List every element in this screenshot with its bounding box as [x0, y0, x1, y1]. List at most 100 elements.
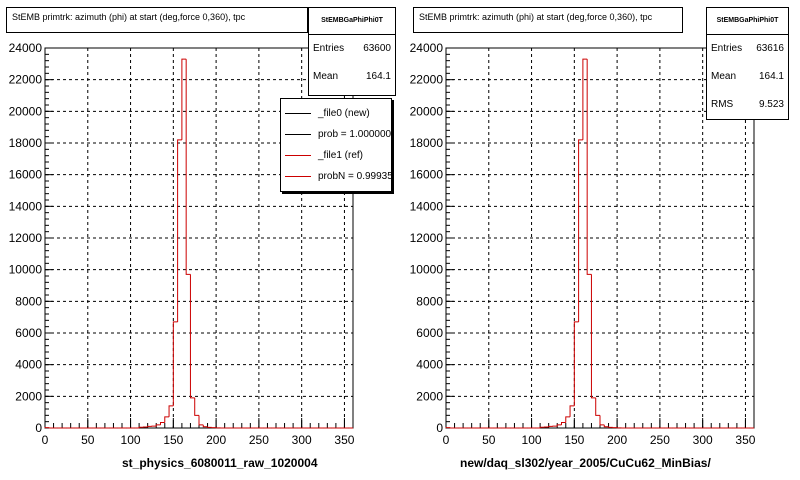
- right-stats-box: StEMBGaPhiPhi0T Entries 63616 Mean 164.1…: [706, 7, 789, 120]
- left-x-tick-label: 250: [249, 433, 269, 447]
- histogram-bin: [155, 424, 161, 427]
- left-stats-value: 164.1: [365, 71, 391, 82]
- right-y-tick-label: 14000: [410, 199, 444, 213]
- histogram-bin: [189, 274, 195, 399]
- left-y-tick-label: 4000: [15, 358, 42, 372]
- right-chart-title: StEMB primtrk: azimuth (phi) at start (d…: [419, 12, 653, 22]
- legend-entry-file1: _file1 (ref): [281, 145, 391, 166]
- legend-entry-file0: _file0 (new): [281, 103, 391, 124]
- histogram-bin: [177, 139, 182, 322]
- right-x-tick-label: 150: [564, 433, 584, 447]
- legend-label: prob = 1.000000: [318, 129, 391, 140]
- right-y-tick-label: 22000: [410, 73, 444, 87]
- left-stats-box: StEMBGaPhiPhi0T Entries 63600 Mean 164.1: [308, 7, 396, 96]
- histogram-bin: [164, 416, 170, 423]
- histogram-bin: [565, 416, 571, 423]
- histogram-bin: [573, 321, 579, 406]
- left-stats-header: StEMBGaPhiPhi0T: [309, 8, 395, 35]
- left-y-tick-label: 10000: [9, 263, 43, 277]
- right-title-box: StEMB primtrk: azimuth (phi) at start (d…: [413, 7, 683, 33]
- right-y-tick-label: 10000: [410, 263, 444, 277]
- left-y-tick-label: 16000: [9, 168, 43, 182]
- histogram-bin: [168, 405, 174, 417]
- left-x-tick-label: 300: [292, 433, 312, 447]
- legend-label: probN = 0.999357: [318, 171, 391, 182]
- histogram-bin: [138, 426, 144, 428]
- right-y-tick-label: 0: [436, 421, 443, 435]
- right-y-tick-label: 12000: [410, 231, 444, 245]
- legend-label: _file1 (ref): [318, 150, 364, 161]
- left-y-tick-label: 24000: [9, 41, 43, 55]
- right-stats-row-mean: Mean 164.1: [707, 63, 788, 91]
- right-stats-label: Mean: [711, 71, 737, 82]
- left-x-tick-label: 350: [334, 433, 354, 447]
- left-x-axis-label: st_physics_6080011_raw_1020004: [122, 456, 318, 470]
- histogram-bin: [582, 58, 588, 140]
- right-stats-label: Entries: [711, 43, 743, 54]
- left-y-tick-label: 2000: [15, 389, 42, 403]
- histogram-bin: [539, 426, 545, 428]
- left-x-tick-label: 150: [163, 433, 183, 447]
- left-y-tick-label: 12000: [9, 231, 43, 245]
- right-plot: 0200040006000800010000120001400016000180…: [410, 41, 756, 447]
- left-y-tick-label: 22000: [9, 73, 43, 87]
- histogram-bin: [147, 425, 152, 428]
- left-y-tick-label: 20000: [9, 104, 43, 118]
- histogram-bin: [181, 58, 187, 140]
- right-stats-row-rms: RMS 9.523: [707, 91, 788, 119]
- left-stats-row-mean: Mean 164.1: [309, 63, 395, 91]
- histogram-bin: [207, 426, 212, 428]
- right-stats-value: 9.523: [758, 99, 784, 110]
- left-series-file1-ref: [44, 58, 353, 429]
- left-chart-title: StEMB primtrk: azimuth (phi) at start (d…: [12, 12, 246, 22]
- left-x-tick-label: 100: [121, 433, 141, 447]
- right-stats-header: StEMBGaPhiPhi0T: [707, 8, 788, 35]
- right-x-tick-label: 50: [482, 433, 496, 447]
- legend-swatch: [285, 113, 311, 114]
- histogram-bin: [586, 59, 592, 275]
- legend-entry-probn: probN = 0.999357: [281, 166, 391, 187]
- histogram-bin: [185, 59, 191, 275]
- right-y-tick-label: 8000: [416, 294, 443, 308]
- legend-swatch: [285, 176, 311, 177]
- histogram-bin: [599, 415, 605, 426]
- histogram-bin: [561, 421, 566, 425]
- right-x-axis-label: new/daq_sl302/year_2005/CuCu62_MinBias/: [460, 456, 711, 470]
- histogram-bin: [569, 405, 575, 417]
- left-x-tick-label: 50: [81, 433, 95, 447]
- right-y-tick-label: 4000: [416, 358, 443, 372]
- histogram-bin: [603, 424, 609, 428]
- left-stats-row-entries: Entries 63600: [309, 35, 395, 63]
- left-x-tick-label: 0: [42, 433, 49, 447]
- histogram-bin: [160, 421, 165, 425]
- right-x-tick-label: 350: [735, 433, 755, 447]
- right-x-tick-label: 250: [650, 433, 670, 447]
- legend-label: _file0 (new): [318, 108, 370, 119]
- left-y-tick-label: 0: [35, 421, 42, 435]
- histogram-bin: [578, 139, 583, 322]
- left-y-tick-label: 18000: [9, 136, 43, 150]
- right-x-tick-label: 200: [607, 433, 627, 447]
- right-stats-label: RMS: [711, 99, 734, 110]
- right-x-tick-label: 300: [693, 433, 713, 447]
- histogram-bin: [608, 426, 613, 428]
- right-stats-row-entries: Entries 63616: [707, 35, 788, 63]
- right-stats-value: 63616: [756, 43, 784, 54]
- left-y-tick-label: 8000: [15, 294, 42, 308]
- histogram-bin: [590, 274, 596, 399]
- right-x-tick-label: 100: [522, 433, 542, 447]
- left-title-box: StEMB primtrk: azimuth (phi) at start (d…: [6, 7, 308, 33]
- right-series-file1-ref: [445, 58, 754, 429]
- legend-swatch: [285, 134, 311, 135]
- right-stats-value: 164.1: [758, 71, 784, 82]
- right-x-tick-label: 0: [443, 433, 450, 447]
- histogram-bin: [202, 424, 208, 428]
- left-x-tick-label: 200: [206, 433, 226, 447]
- right-y-tick-label: 2000: [416, 389, 443, 403]
- left-y-tick-label: 6000: [15, 326, 42, 340]
- histogram-bin: [556, 424, 562, 427]
- legend-entry-prob: prob = 1.000000: [281, 124, 391, 145]
- right-y-tick-label: 20000: [410, 104, 444, 118]
- left-stats-label: Mean: [313, 71, 339, 82]
